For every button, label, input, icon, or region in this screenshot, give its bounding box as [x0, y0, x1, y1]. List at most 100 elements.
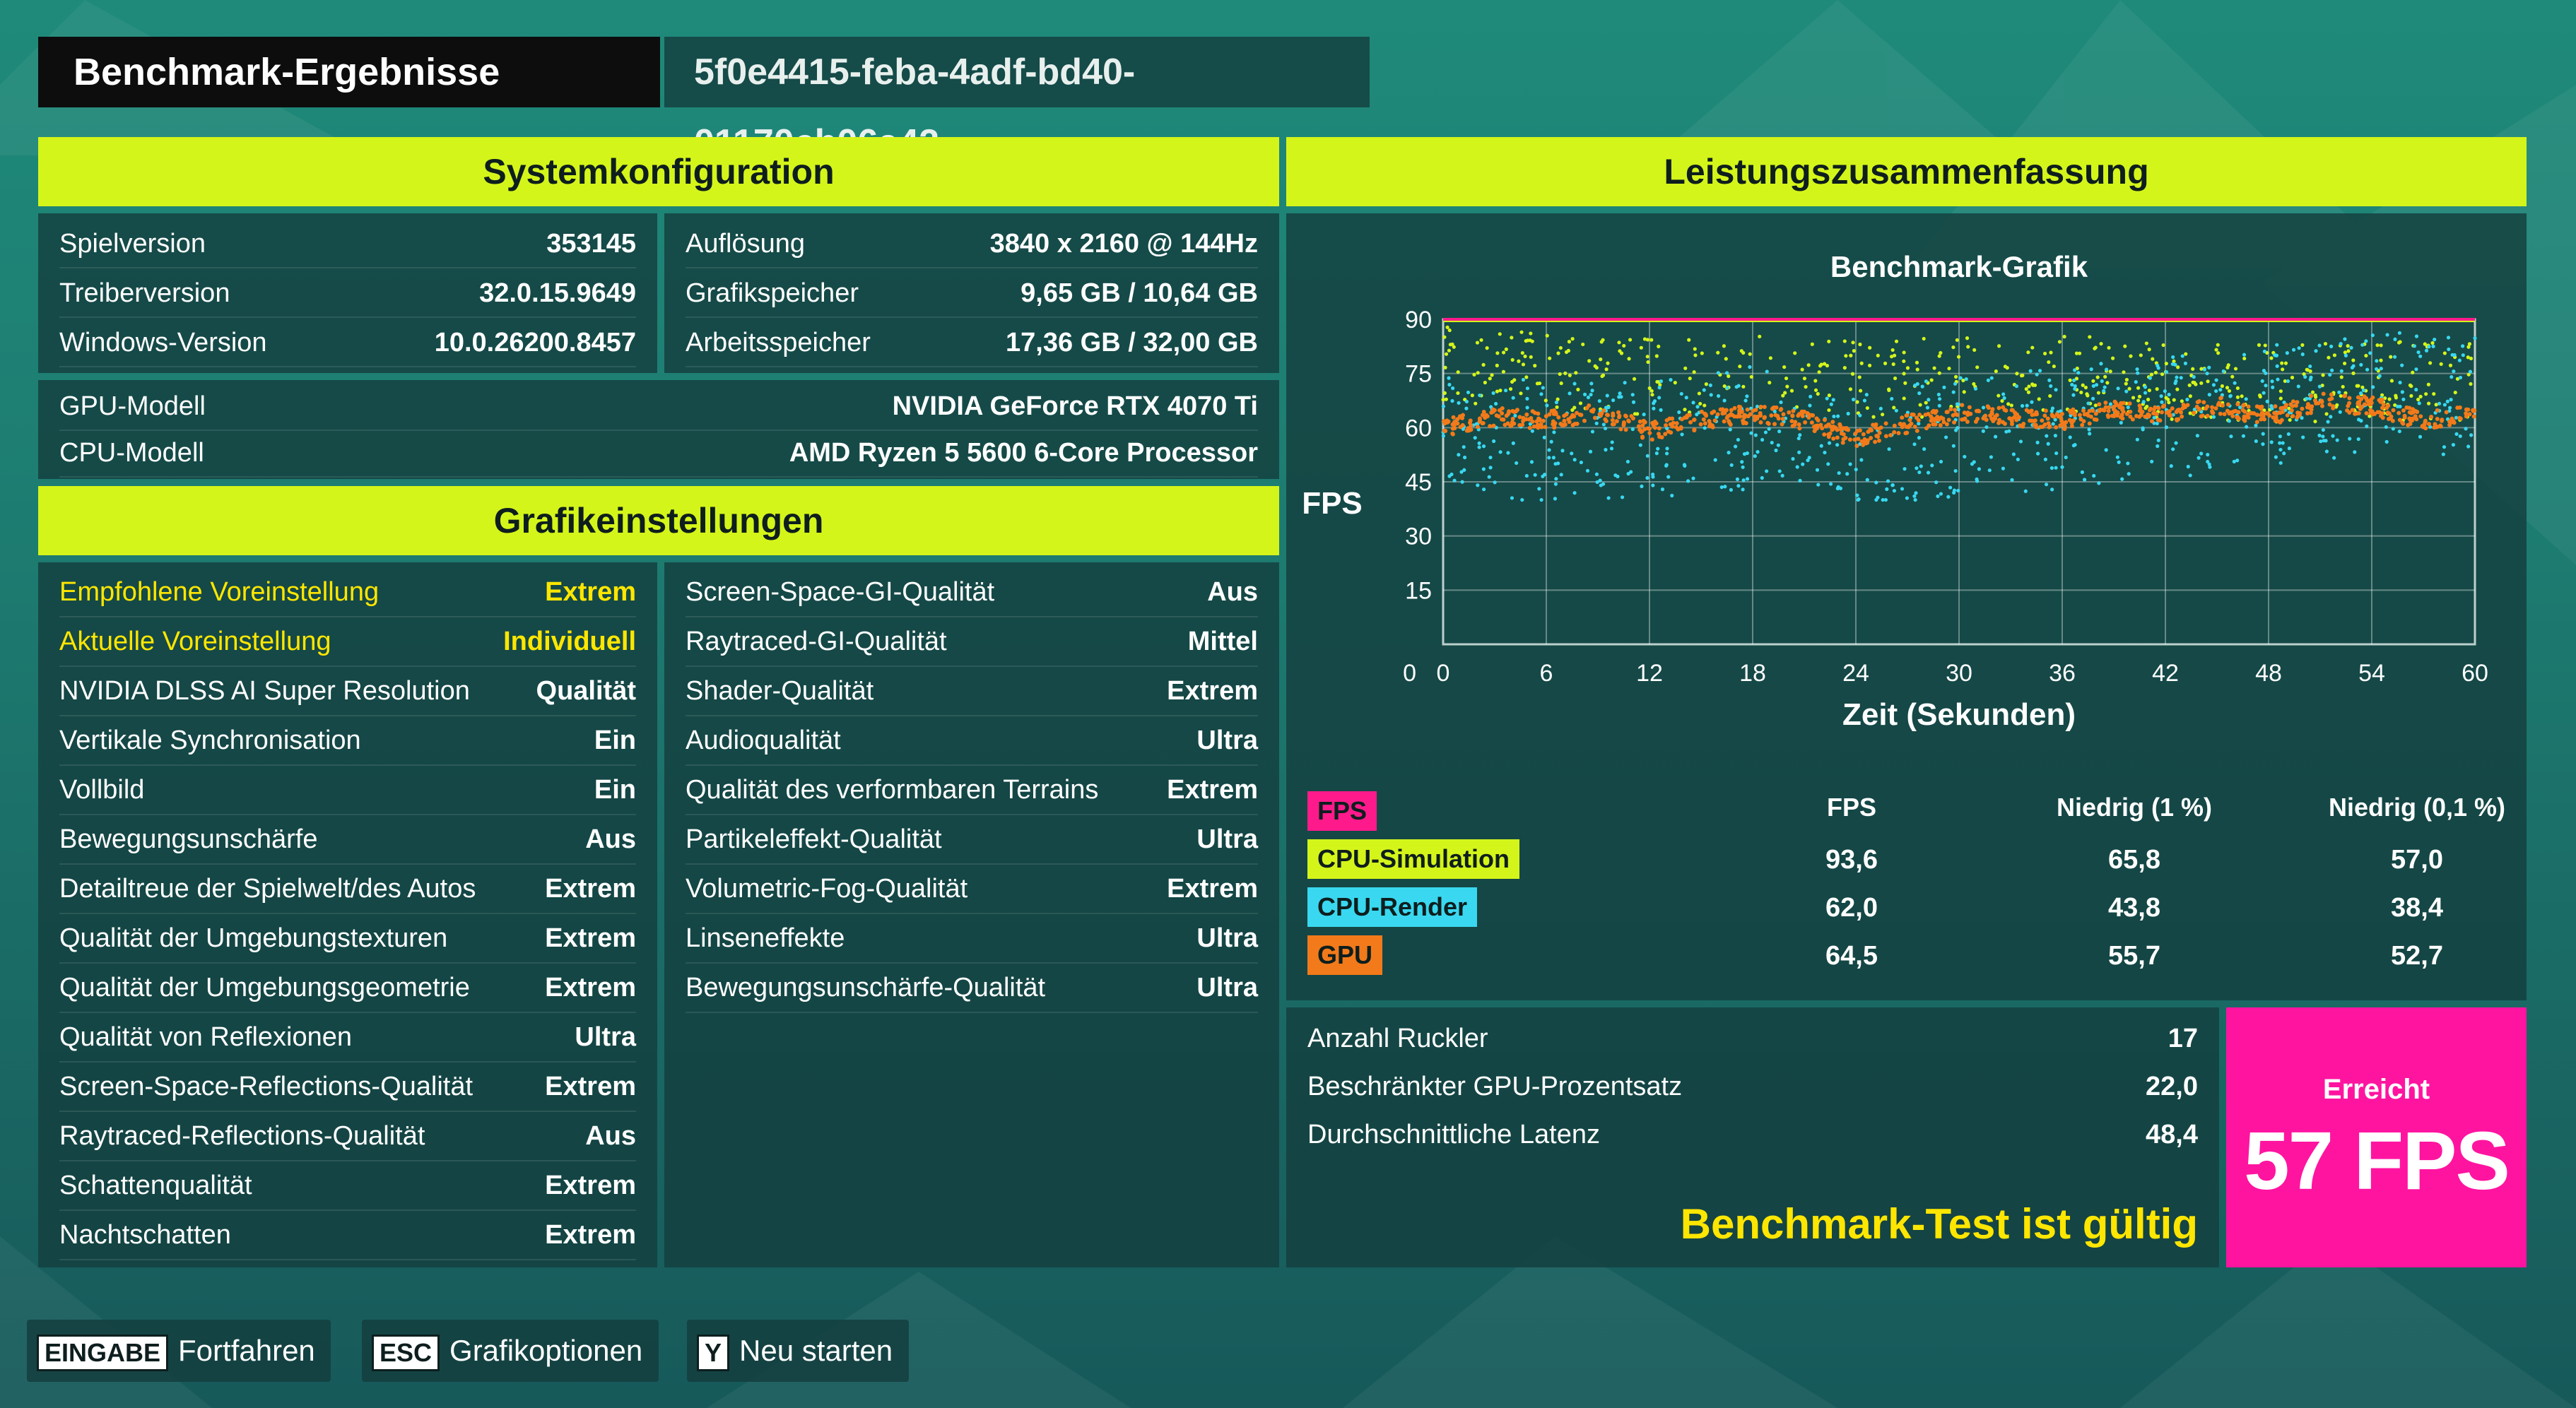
x-tick-label: 6	[1540, 660, 1553, 687]
point-cpu-render	[1835, 486, 1840, 491]
footer-button-fortfahren[interactable]: EINGABE Fortfahren	[27, 1320, 331, 1382]
point-cpu-render	[1476, 483, 1480, 487]
point-cpu-simulation	[1581, 342, 1585, 347]
point-cpu-render	[2414, 387, 2418, 392]
point-cpu-render	[1482, 487, 1486, 492]
point-cpu-render	[1736, 384, 1741, 388]
point-gpu	[1674, 421, 1679, 426]
point-cpu-render	[1617, 395, 1621, 399]
point-gpu	[1988, 413, 1993, 418]
point-gpu	[1647, 430, 1652, 435]
point-gpu	[1932, 418, 1937, 422]
point-gpu	[1604, 418, 1608, 423]
stat-value: 48,4	[2146, 1120, 2198, 1149]
point-gpu	[1883, 434, 1888, 439]
point-cpu-simulation	[2091, 379, 2095, 383]
point-cpu-render	[1510, 496, 1515, 500]
point-cpu-render	[1777, 430, 1782, 434]
point-cpu-render	[1551, 456, 1555, 460]
point-gpu	[1647, 426, 1652, 431]
point-gpu	[1874, 422, 1878, 427]
point-cpu-simulation	[2455, 377, 2460, 381]
point-cpu-render	[1511, 396, 1515, 400]
point-cpu-render	[1958, 376, 1963, 380]
point-gpu	[2273, 404, 2278, 409]
point-cpu-render	[2454, 415, 2459, 420]
point-gpu	[1727, 419, 1731, 424]
point-gpu	[2254, 420, 2259, 425]
footer-button-neu-starten[interactable]: Y Neu starten	[687, 1320, 909, 1382]
point-cpu-render	[1892, 489, 1897, 493]
point-cpu-render	[2276, 377, 2280, 381]
point-cpu-render	[1579, 460, 1583, 465]
setting-label: Vollbild	[59, 775, 145, 805]
point-gpu	[1765, 420, 1770, 425]
point-gpu	[2252, 411, 2257, 416]
point-cpu-render	[1459, 470, 1464, 474]
point-cpu-render	[2450, 353, 2454, 357]
point-cpu-render	[1618, 391, 1622, 396]
point-cpu-render	[2262, 391, 2266, 395]
x-tick-label: 48	[2255, 660, 2282, 687]
point-cpu-render	[1765, 469, 1769, 473]
point-gpu	[1536, 411, 1541, 416]
point-cpu-render	[1948, 485, 1953, 490]
point-gpu	[2118, 415, 2123, 420]
point-cpu-render	[2076, 371, 2081, 375]
point-gpu	[1796, 422, 1801, 427]
point-gpu	[1455, 417, 1460, 422]
point-cpu-render	[1645, 454, 1649, 458]
point-cpu-render	[1807, 456, 1811, 460]
point-gpu	[1892, 423, 1897, 428]
point-gpu	[1876, 438, 1881, 443]
point-cpu-render	[2431, 344, 2435, 348]
point-cpu-render	[2242, 353, 2247, 357]
point-cpu-simulation	[1508, 387, 1513, 391]
point-gpu	[1838, 427, 1843, 432]
point-cpu-simulation	[2110, 356, 2115, 360]
point-cpu-render	[2232, 459, 2236, 463]
point-cpu-render	[2461, 344, 2465, 348]
point-cpu-render	[1722, 398, 1727, 403]
point-cpu-simulation	[2083, 385, 2088, 390]
x-tick-label: 30	[1946, 660, 1972, 687]
point-gpu	[2045, 416, 2050, 421]
setting-value: 32.0.15.9649	[479, 278, 636, 308]
point-cpu-simulation	[1902, 372, 1906, 376]
point-cpu-simulation	[2093, 403, 2098, 408]
point-cpu-render	[1936, 494, 1940, 499]
point-cpu-simulation	[1555, 405, 1559, 409]
valid-status: Benchmark-Test ist gültig	[1680, 1200, 2198, 1248]
y-tick-label: 75	[1405, 361, 1432, 388]
footer-button-grafikoptionen[interactable]: ESC Grafikoptionen	[362, 1320, 659, 1382]
point-cpu-render	[1669, 378, 1673, 382]
point-cpu-render	[1815, 468, 1820, 472]
point-gpu	[1551, 408, 1556, 413]
point-cpu-render	[2156, 444, 2160, 449]
point-cpu-render	[2087, 427, 2091, 432]
point-cpu-render	[2115, 455, 2119, 459]
point-cpu-simulation	[1578, 401, 1583, 406]
point-cpu-simulation	[2387, 397, 2392, 401]
point-cpu-render	[2221, 369, 2225, 374]
point-gpu	[2289, 408, 2294, 413]
point-gpu	[2225, 402, 2230, 407]
point-gpu	[2331, 406, 2336, 410]
point-cpu-render	[1806, 458, 1810, 463]
point-cpu-render	[1599, 483, 1603, 487]
point-gpu	[1446, 419, 1451, 424]
point-gpu	[1929, 414, 1934, 419]
point-gpu	[2362, 402, 2367, 407]
point-cpu-render	[2454, 432, 2459, 436]
point-cpu-simulation	[1529, 355, 1533, 359]
point-gpu	[1514, 409, 1519, 414]
point-cpu-render	[1494, 401, 1498, 406]
point-gpu	[1699, 409, 1704, 414]
point-gpu	[1965, 420, 1970, 425]
point-cpu-render	[1734, 444, 1738, 449]
point-cpu-render	[2287, 446, 2292, 451]
point-cpu-simulation	[1498, 332, 1502, 336]
point-gpu	[1948, 407, 1953, 412]
point-cpu-render	[2037, 369, 2042, 373]
point-cpu-render	[2338, 410, 2342, 414]
